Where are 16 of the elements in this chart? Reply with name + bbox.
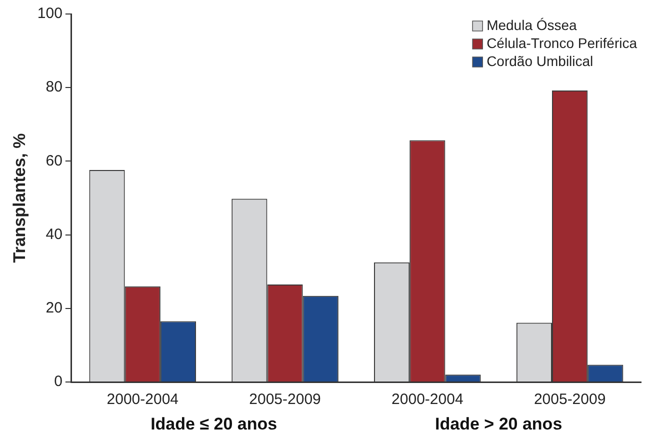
y-tick-label: 60 [46,152,62,170]
x-tick-label: 2005-2009 [249,391,321,408]
y-axis-title: Transplantes, % [10,133,29,263]
y-tick-label: 40 [46,226,62,243]
y-tick-label: 80 [46,78,62,96]
y-tick-label: 0 [54,373,62,390]
y-tick-label: 20 [46,300,62,317]
text: Idade ≤ 20 anos [150,414,278,434]
x-tick-label: 2000-2004 [106,391,178,408]
text: Idade > 20 anos [435,414,562,434]
x-tick-label: 2005-2009 [534,391,606,408]
legend-label: Célula-Tronco Periférica [486,34,638,51]
x-tick-label: 2000-2004 [392,391,464,408]
y-tick-label: 100 [37,5,62,22]
legend-label: Medula Óssea [486,16,578,33]
legend-label: Cordão Umbilical [486,52,594,69]
